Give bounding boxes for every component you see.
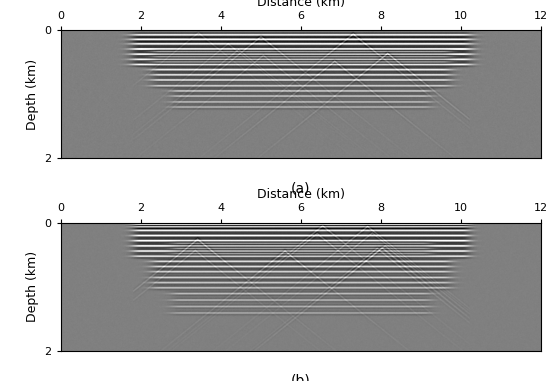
X-axis label: Distance (km): Distance (km) (257, 188, 345, 201)
Text: (b): (b) (291, 373, 311, 381)
Y-axis label: Depth (km): Depth (km) (26, 251, 39, 322)
Text: (a): (a) (291, 181, 311, 195)
X-axis label: Distance (km): Distance (km) (257, 0, 345, 9)
Y-axis label: Depth (km): Depth (km) (26, 59, 39, 130)
